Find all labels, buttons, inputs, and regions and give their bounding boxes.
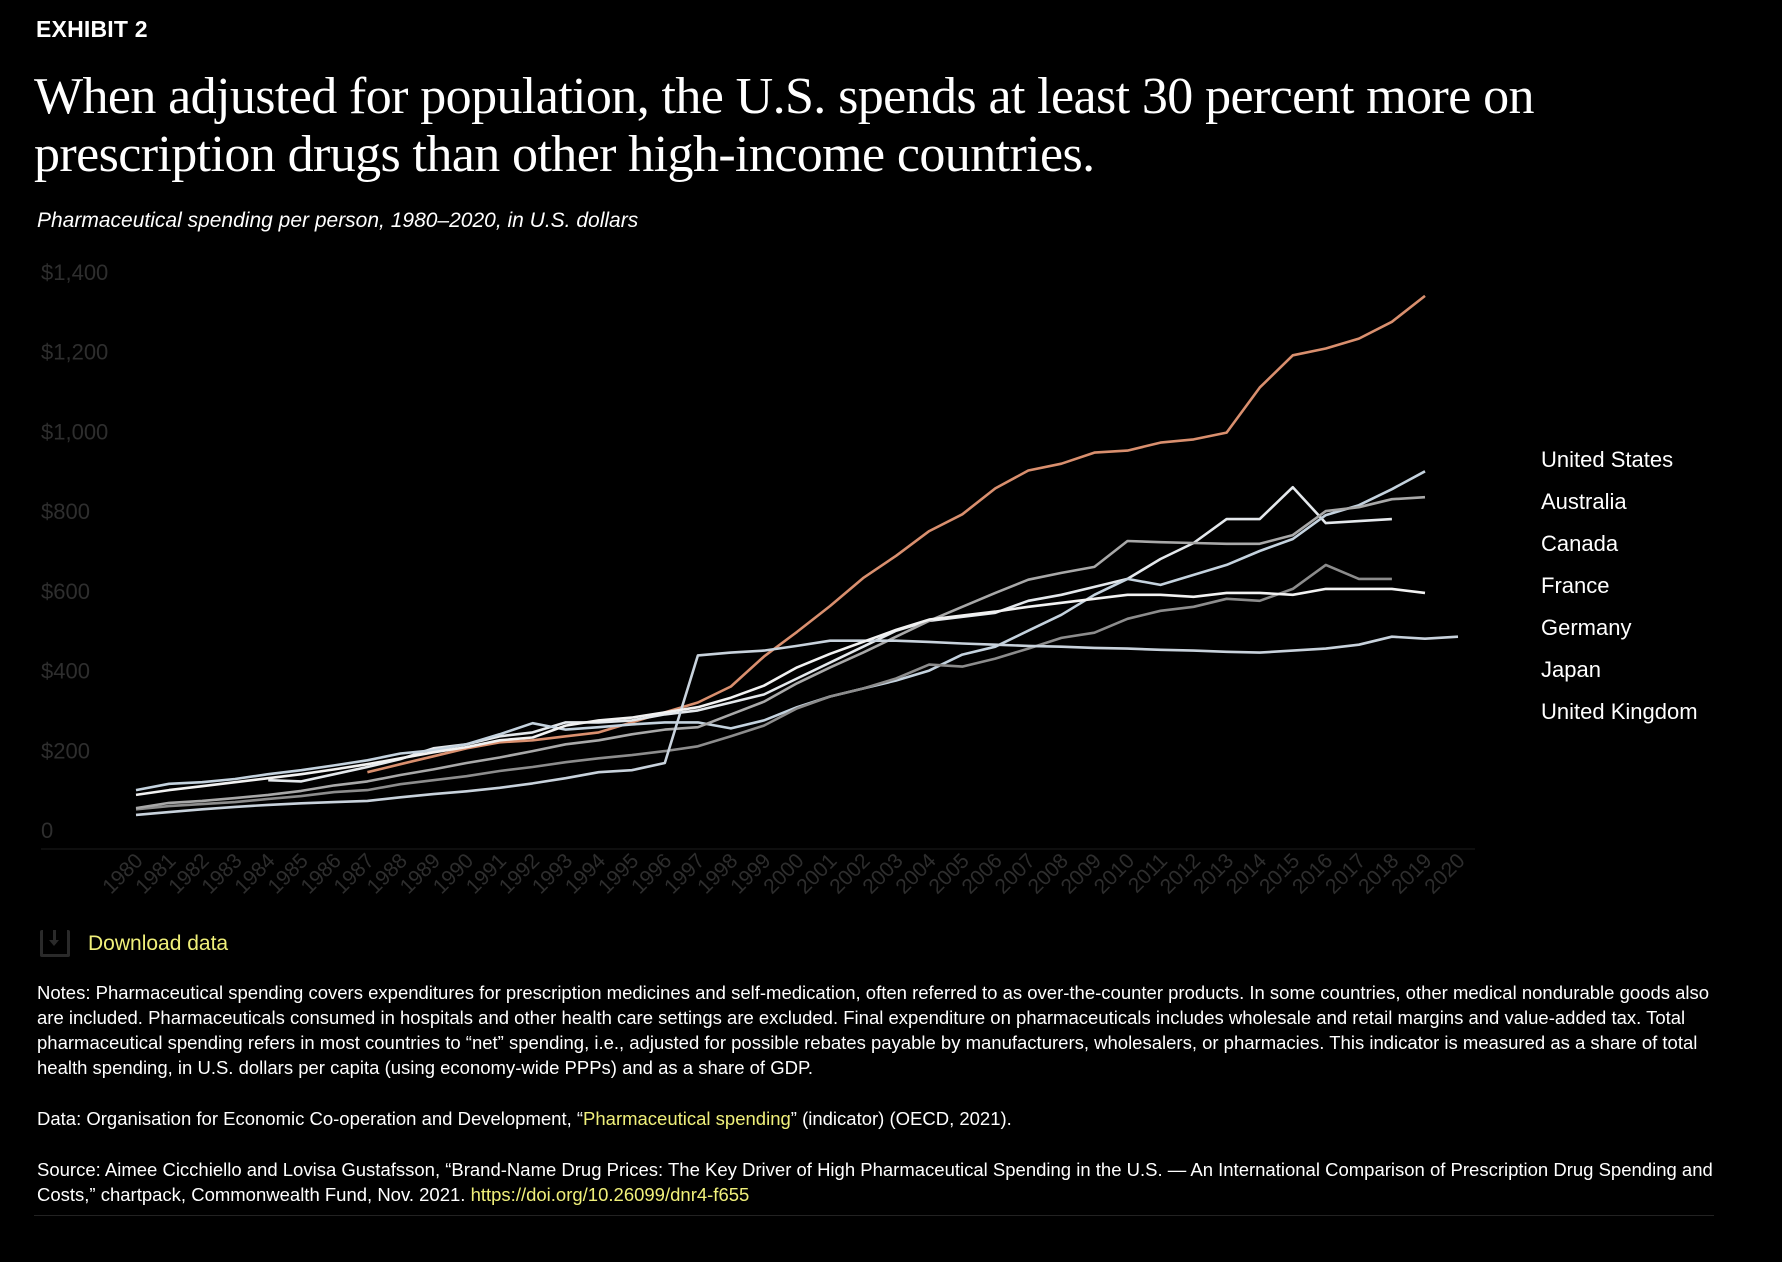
series-line-germany xyxy=(135,495,1426,810)
download-data-link[interactable]: Download data xyxy=(40,930,228,957)
notes-text: Notes: Pharmaceutical spending covers ex… xyxy=(37,982,1710,1078)
legend-item: Japan xyxy=(1541,657,1601,682)
chart-subtitle: Pharmaceutical spending per person, 1980… xyxy=(37,209,639,232)
series-line-japan xyxy=(135,635,1459,817)
source-text: Source: Aimee Cicchiello and Lovisa Gust… xyxy=(37,1157,1727,1207)
source-citation: Source: Aimee Cicchiello and Lovisa Gust… xyxy=(37,1159,1713,1205)
legend-item: United States xyxy=(1541,447,1674,472)
legend: United States Australia Canada France German… xyxy=(1541,447,1698,741)
legend-item: Canada xyxy=(1541,531,1619,556)
chart-title: When adjusted for population, the U.S. s… xyxy=(34,68,1535,183)
legend-item: France xyxy=(1541,573,1610,598)
download-icon xyxy=(40,930,70,957)
y-tick-label: $800 xyxy=(41,499,90,524)
download-data-label[interactable]: Download data xyxy=(88,931,229,955)
y-tick-label: 0 xyxy=(41,818,53,843)
legend-item: United Kingdom xyxy=(1541,699,1698,724)
y-tick-label: $200 xyxy=(41,738,90,763)
series-line-france xyxy=(135,563,1392,811)
y-tick-label: $1,400 xyxy=(41,260,108,285)
y-tick-label: $1,200 xyxy=(41,340,108,365)
series-line-australia xyxy=(268,485,1392,783)
data-source-prefix: Data: Organisation for Economic Co-opera… xyxy=(37,1108,584,1129)
x-tick-label: 2020 xyxy=(1420,849,1469,898)
y-tick-label: $1,000 xyxy=(41,419,108,444)
notes-section: Notes: Pharmaceutical spending covers ex… xyxy=(37,980,1727,1233)
bottom-divider xyxy=(34,1215,1714,1216)
exhibit-label: EXHIBIT 2 xyxy=(36,16,148,42)
doi-link[interactable]: https://doi.org/10.26099/dnr4-f655 xyxy=(470,1184,750,1205)
data-source-suffix: ” (indicator) (OECD, 2021). xyxy=(790,1108,1012,1129)
data-source-text: Data: Organisation for Economic Co-opera… xyxy=(37,1106,1727,1131)
y-tick-label: $600 xyxy=(41,579,90,604)
line-chart: 0$200$400$600$800$1,000$1,200$1,40019801… xyxy=(41,260,1475,899)
legend-item: Germany xyxy=(1541,615,1632,640)
series-line-united-kingdom xyxy=(135,587,1426,797)
series-line-united-states xyxy=(367,294,1426,774)
series-line-canada xyxy=(135,470,1426,792)
y-tick-label: $400 xyxy=(41,659,90,684)
legend-item: Australia xyxy=(1541,489,1627,514)
pharmaceutical-spending-link[interactable]: Pharmaceutical spending xyxy=(583,1108,791,1129)
